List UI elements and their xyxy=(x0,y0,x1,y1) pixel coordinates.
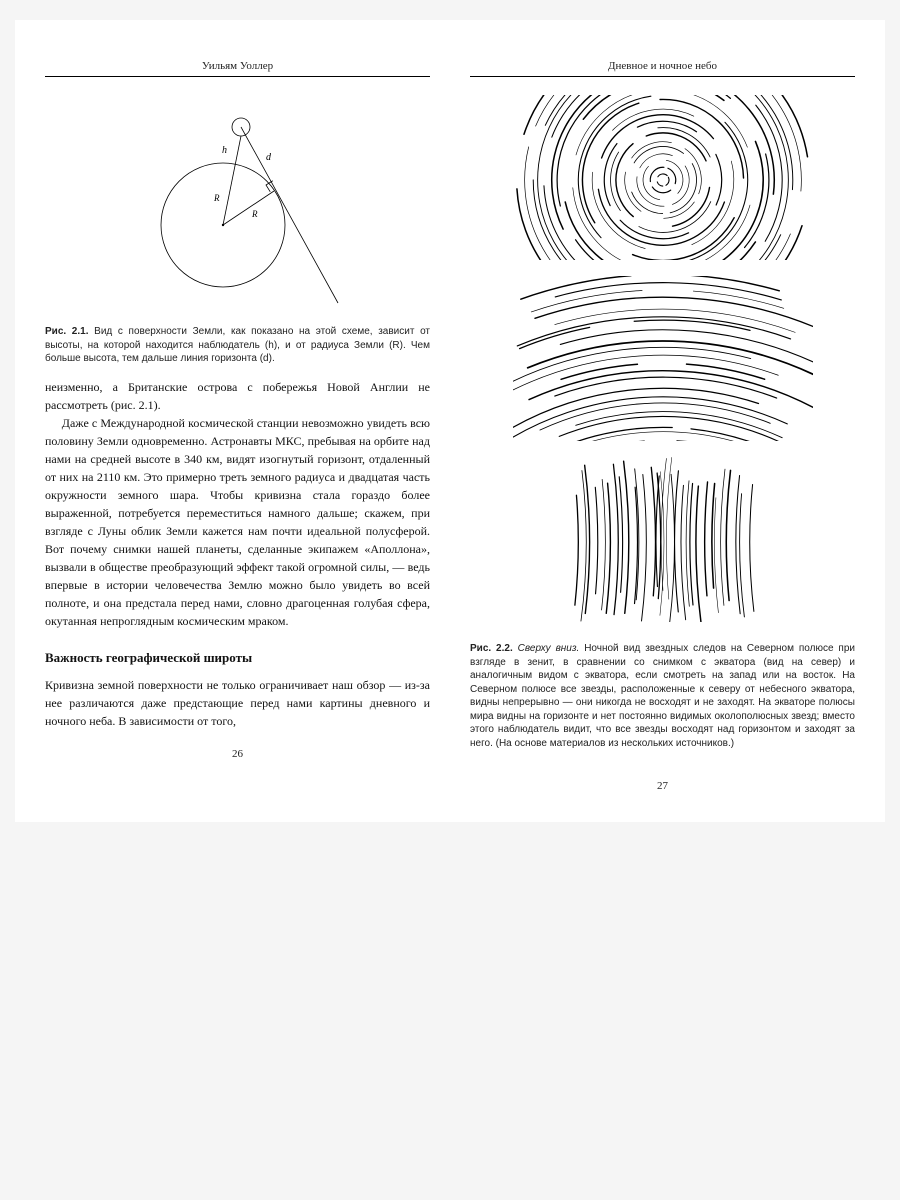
body-text-left-2: Кривизна земной поверхности не только ог… xyxy=(45,676,430,730)
svg-text:R: R xyxy=(251,209,258,219)
paragraph-1: неизменно, а Британские острова с побере… xyxy=(45,378,430,414)
svg-text:R: R xyxy=(213,193,220,203)
caption-2-1: Рис. 2.1. Вид с поверхности Земли, как п… xyxy=(45,325,430,366)
running-head-left: Уильям Уоллер xyxy=(45,60,430,77)
figure-2-1: h d R R xyxy=(45,105,430,305)
paragraph-3: Кривизна земной поверхности не только ог… xyxy=(45,676,430,730)
page-left: Уильям Уоллер h d R R Рис. 2.1. Вид с повер… xyxy=(45,60,430,792)
caption-2-2: Рис. 2.2. Сверху вниз. Ночной вид звездн… xyxy=(470,642,855,750)
earth-horizon-diagram: h d R R xyxy=(128,105,348,305)
book-spread: Уильям Уоллер h d R R Рис. 2.1. Вид с повер… xyxy=(15,20,885,822)
svg-text:h: h xyxy=(222,145,227,156)
page-number-right: 27 xyxy=(470,780,855,792)
page-number-left: 26 xyxy=(45,748,430,760)
star-trails-equator-eastwest xyxy=(513,457,813,622)
page-right: Дневное и ночное небо Рис. 2.2. Сверху в… xyxy=(470,60,855,792)
caption-2-2-label: Рис. 2.2. xyxy=(470,643,513,654)
caption-2-2-lead: Сверху вниз. xyxy=(513,643,580,654)
star-trails-zenith xyxy=(513,95,813,260)
section-heading: Важность географической широты xyxy=(45,650,430,666)
running-head-right: Дневное и ночное небо xyxy=(470,60,855,77)
figure-2-2 xyxy=(470,95,855,622)
star-trails-equator-north xyxy=(513,276,813,441)
paragraph-2: Даже с Международной космической станции… xyxy=(45,414,430,630)
caption-2-2-text: Ночной вид звездных следов на Северном п… xyxy=(470,643,855,749)
body-text-left: неизменно, а Британские острова с побере… xyxy=(45,378,430,630)
caption-2-1-text: Вид с поверхности Земли, как показано на… xyxy=(45,326,430,364)
caption-2-1-label: Рис. 2.1. xyxy=(45,326,89,337)
svg-text:d: d xyxy=(266,152,272,163)
